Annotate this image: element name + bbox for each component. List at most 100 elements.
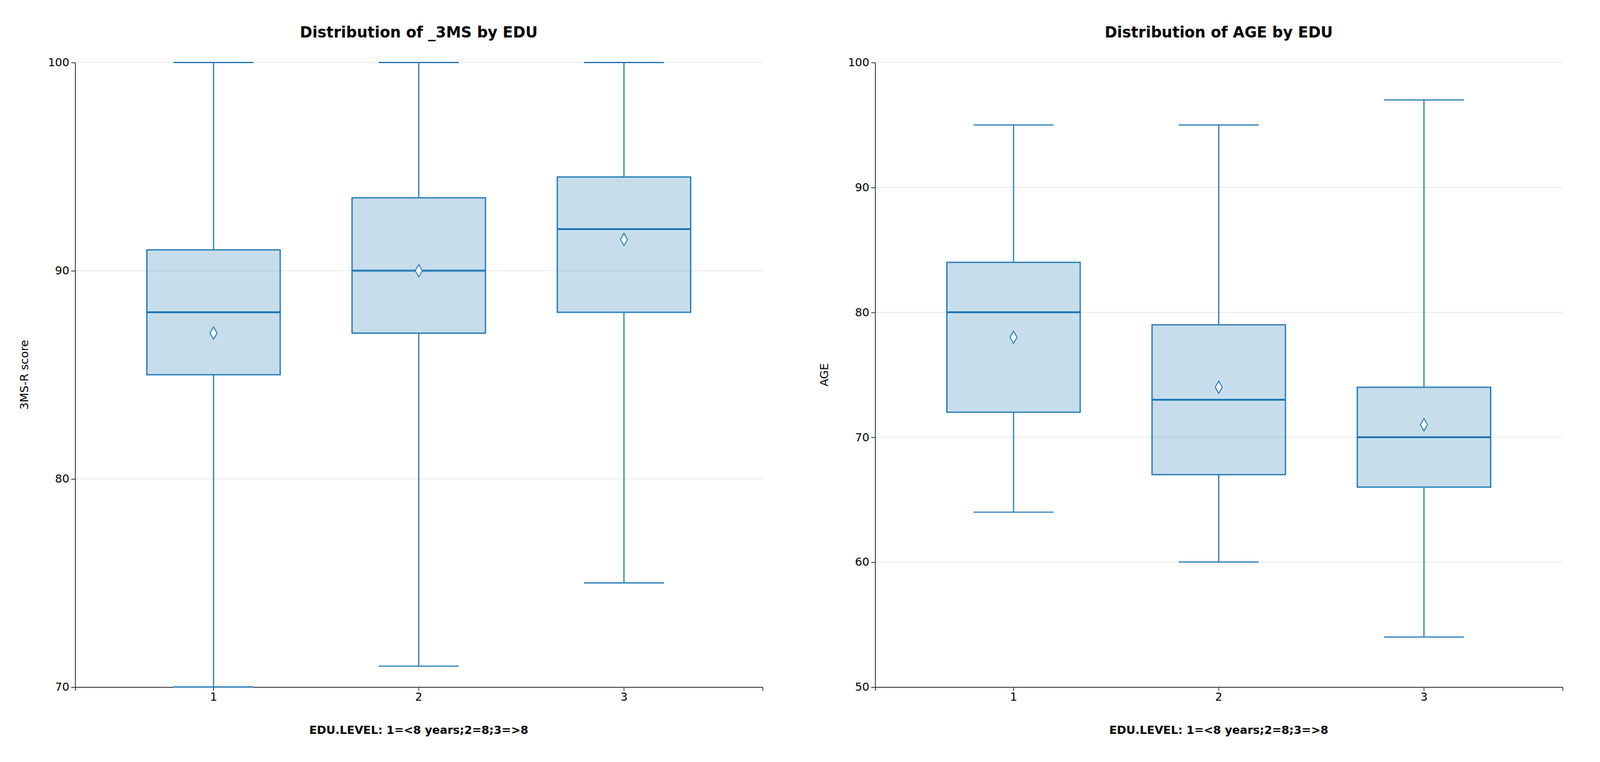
tick-mark [871,686,875,688]
tick-label: 50 [855,680,870,694]
whisker-cap [173,686,254,688]
tick-label: 90 [855,180,870,194]
chart-canvas: 70 80 90 100 1 2 3 Distribution of _3MS by EDU E… [0,0,1600,762]
whisker-cap [1178,561,1259,563]
tick-mark [871,561,875,563]
y-axis: 50 60 70 80 90 100 [848,55,876,694]
tick-label: 3 [620,690,628,704]
x-tick: 3 [1420,686,1428,704]
whisker [623,312,625,584]
box-group [557,62,691,584]
whisker-cap [583,61,664,64]
whisker [623,62,625,177]
marks [946,100,1491,637]
y-tick: 60 [855,555,875,569]
x-tick: 1 [210,686,217,704]
whisker-cap [378,665,459,667]
grid-line [875,62,1563,64]
y-tick: 70 [55,680,75,694]
axis-line [871,63,876,688]
whisker-cap [378,61,459,64]
box [557,176,691,312]
tick-label: 2 [415,690,422,704]
box [146,250,280,375]
box [351,197,485,333]
median [557,228,691,230]
whisker [1423,486,1425,637]
mean-marker [210,326,217,340]
x-axis: 123 [875,686,1564,704]
mean-marker [415,264,422,277]
axis-line [71,63,76,688]
box-group [1357,100,1491,637]
y-axis-title: 3MS-R score [17,340,31,410]
y-tick: 70 [855,430,875,444]
y-axis: 70 80 90 100 [48,55,76,694]
y-axis-title: AGE [817,363,831,387]
whisker [1423,100,1425,388]
y-tick: 50 [855,680,875,694]
whisker [1013,411,1015,512]
box [946,262,1080,413]
whisker [213,62,215,250]
grid-line [875,561,1563,563]
tick-mark [871,312,875,314]
whisker-cap [583,582,664,584]
grid [75,62,763,687]
box-group [1151,125,1285,562]
median [1151,398,1285,401]
y-tick: 100 [848,55,875,69]
box-group [146,62,280,687]
x-tick: 3 [620,686,628,704]
tick-mark [71,478,75,480]
tick-label: 3 [1420,690,1428,704]
y-tick: 80 [855,305,875,319]
box [1151,325,1285,475]
tick-label: 90 [55,263,70,277]
tick-label: 2 [1215,690,1222,704]
whisker [418,62,420,198]
grid [875,62,1563,687]
mean-marker [1010,331,1017,344]
tick-mark [71,270,75,272]
whisker-cap [1178,124,1259,126]
whisker-cap [173,61,254,64]
tick-mark [871,436,875,438]
median [1357,436,1491,439]
x-axis-title: EDU.LEVEL: 1=<8 years;2=8;3=>8 [1109,723,1329,737]
panel: 5060708090100123Distribution of AGE by E… [817,23,1564,737]
x-axis: 1 2 3 [75,686,764,704]
tick-label: 1 [210,690,217,704]
whisker [418,333,420,667]
marks [146,62,691,687]
x-tick: 2 [1215,686,1222,704]
y-tick: 100 [48,55,75,69]
whisker [1218,474,1220,562]
whisker-cap [973,124,1054,126]
title: Distribution of AGE by EDU [1104,23,1333,42]
median [946,311,1080,314]
whisker-cap [1383,99,1464,101]
tick-label: 100 [848,55,870,69]
panel: 70 80 90 100 1 2 3 Distribution of _3MS by EDU E… [17,23,764,737]
grid-line [75,62,763,64]
median [146,311,280,314]
mean-marker [620,233,628,246]
title: Distribution of _3MS by EDU [300,23,538,42]
tick-mark [71,62,75,64]
x-tick: 2 [415,686,422,704]
y-tick: 90 [55,263,75,277]
tick-label: 60 [855,555,870,569]
y-tick: 90 [855,180,875,194]
y-tick: 80 [55,471,75,485]
mean-marker [1420,418,1428,432]
box-group [946,125,1080,512]
tick-mark [71,686,75,688]
tick-label: 70 [855,430,870,444]
whisker-cap [1383,636,1464,638]
tick-mark [871,62,875,64]
x-axis-title: EDU.LEVEL: 1=<8 years;2=8;3=>8 [309,723,529,737]
box-group [351,62,485,667]
tick-mark [871,187,875,189]
whisker-cap [973,511,1054,513]
